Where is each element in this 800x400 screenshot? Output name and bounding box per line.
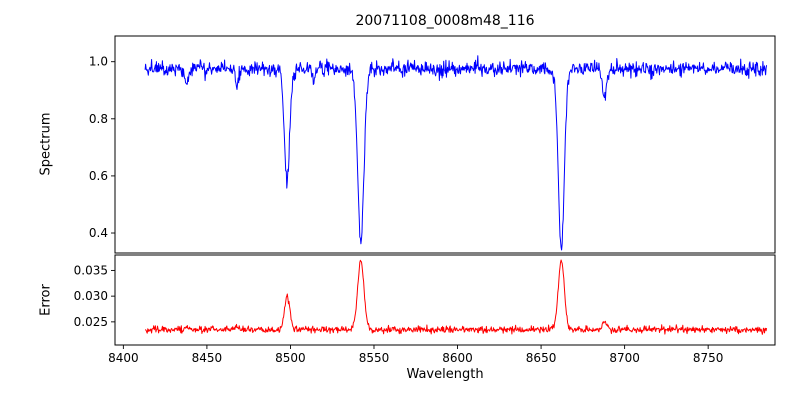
x-tick-label: 8400 bbox=[108, 351, 139, 365]
x-tick-label: 8600 bbox=[442, 351, 473, 365]
x-tick-label: 8450 bbox=[192, 351, 223, 365]
x-tick-label: 8750 bbox=[693, 351, 724, 365]
y-tick-label: 0.6 bbox=[89, 169, 108, 183]
x-tick-label: 8650 bbox=[526, 351, 557, 365]
spectrum-panel-border bbox=[114, 35, 776, 254]
y-tick-label: 0.4 bbox=[89, 226, 108, 240]
chart-title: 20071108_0008m48_116 bbox=[355, 13, 535, 29]
error-line bbox=[144, 259, 768, 335]
x-tick-label: 8500 bbox=[275, 351, 306, 365]
spectrum-line bbox=[144, 55, 768, 251]
x-tick-label: 8550 bbox=[359, 351, 390, 365]
y-tick-label: 0.8 bbox=[89, 112, 108, 126]
y-tick-label: 0.035 bbox=[74, 263, 108, 277]
x-axis-label: Wavelength bbox=[406, 367, 484, 382]
y-tick-label: 1.0 bbox=[89, 55, 108, 69]
y-tick-label: 0.025 bbox=[74, 315, 108, 329]
x-tick-label: 8700 bbox=[609, 351, 640, 365]
y-tick-label: 0.030 bbox=[74, 289, 108, 303]
error-panel-border bbox=[114, 254, 776, 346]
